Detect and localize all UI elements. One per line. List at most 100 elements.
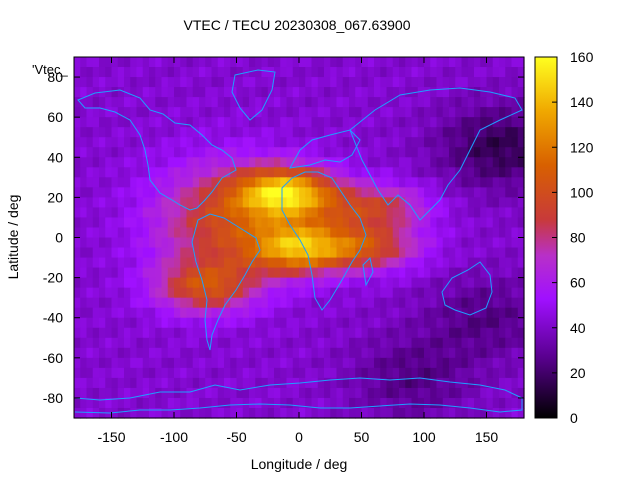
heatmap-cell xyxy=(517,287,525,299)
heatmap-cell xyxy=(99,377,106,389)
heatmap-cell xyxy=(499,397,506,409)
heatmap-cell xyxy=(399,317,406,329)
heatmap-cell xyxy=(199,407,206,419)
heatmap-cell xyxy=(211,67,219,78)
heatmap-cell xyxy=(367,157,375,168)
heatmap-cell xyxy=(80,117,88,128)
heatmap-cell xyxy=(499,87,506,98)
heatmap-cell xyxy=(355,257,363,269)
heatmap-cell xyxy=(411,247,419,259)
heatmap-cell xyxy=(330,377,338,389)
heatmap-cell xyxy=(299,87,306,98)
heatmap-cell xyxy=(80,177,88,188)
heatmap-cell xyxy=(217,97,225,108)
heatmap-cell xyxy=(74,287,81,299)
heatmap-cell xyxy=(330,137,338,148)
heatmap-cell xyxy=(499,97,506,108)
heatmap-cell xyxy=(236,297,244,309)
heatmap-cell xyxy=(180,127,188,138)
heatmap-cell xyxy=(480,387,488,399)
heatmap-cell xyxy=(480,227,488,239)
heatmap-cell xyxy=(511,187,519,198)
heatmap-cell xyxy=(86,397,94,409)
heatmap-cell xyxy=(274,297,281,309)
heatmap-cell xyxy=(499,377,506,389)
heatmap-cell xyxy=(399,117,406,128)
heatmap-cell xyxy=(311,287,319,299)
heatmap-cell xyxy=(274,217,281,229)
heatmap-cell xyxy=(455,347,463,359)
heatmap-cell xyxy=(399,277,406,289)
heatmap-cell xyxy=(136,357,144,369)
heatmap-cell xyxy=(430,397,438,409)
heatmap-cell xyxy=(149,187,156,198)
heatmap-cell xyxy=(180,117,188,128)
heatmap-cell xyxy=(361,157,369,168)
heatmap-cell xyxy=(167,207,175,219)
heatmap-cell xyxy=(267,77,275,88)
heatmap-cell xyxy=(199,287,206,299)
heatmap-cell xyxy=(311,267,319,279)
heatmap-cell xyxy=(361,287,369,299)
heatmap-cell xyxy=(492,237,500,249)
heatmap-cell xyxy=(211,407,219,419)
heatmap-cell xyxy=(505,277,513,289)
heatmap-cell xyxy=(230,257,238,269)
heatmap-cell xyxy=(417,207,425,219)
heatmap-cell xyxy=(342,337,350,349)
heatmap-cell xyxy=(486,277,494,289)
heatmap-cell xyxy=(474,137,481,148)
heatmap-cell xyxy=(242,207,250,219)
heatmap-cell xyxy=(374,307,381,319)
heatmap-cell xyxy=(455,327,463,339)
heatmap-cell xyxy=(405,107,413,118)
heatmap-cell xyxy=(411,67,419,78)
heatmap-cell xyxy=(305,297,313,309)
heatmap-cell xyxy=(117,377,125,389)
heatmap-cell xyxy=(461,267,469,279)
heatmap-cell xyxy=(186,187,194,198)
heatmap-cell xyxy=(455,337,463,349)
heatmap-cell xyxy=(174,407,181,419)
heatmap-cell xyxy=(130,267,138,279)
heatmap-cell xyxy=(361,397,369,409)
heatmap-cell xyxy=(255,227,263,239)
heatmap-cell xyxy=(436,177,444,188)
heatmap-cell xyxy=(342,247,350,259)
heatmap-cell xyxy=(180,177,188,188)
heatmap-cell xyxy=(205,407,213,419)
heatmap-cell xyxy=(461,197,469,209)
heatmap-cell xyxy=(424,187,431,198)
heatmap-cell xyxy=(236,257,244,269)
heatmap-cell xyxy=(242,167,250,178)
heatmap-cell xyxy=(99,117,106,128)
heatmap-cell xyxy=(324,387,331,399)
heatmap-cell xyxy=(305,127,313,138)
heatmap-cell xyxy=(436,277,444,289)
heatmap-cell xyxy=(486,307,494,319)
heatmap-cell xyxy=(180,307,188,319)
heatmap-cell xyxy=(99,137,106,148)
heatmap-cell xyxy=(74,347,81,359)
heatmap-cell xyxy=(267,167,275,178)
heatmap-cell xyxy=(311,307,319,319)
heatmap-cell xyxy=(467,317,475,329)
heatmap-cell xyxy=(405,117,413,128)
heatmap-cell xyxy=(467,107,475,118)
heatmap-cell xyxy=(374,357,381,369)
heatmap-cell xyxy=(74,337,81,349)
heatmap-cell xyxy=(155,237,163,249)
heatmap-cell xyxy=(311,127,319,138)
heatmap-cell xyxy=(330,227,338,239)
heatmap-cell xyxy=(124,227,131,239)
heatmap-cell xyxy=(311,247,319,259)
heatmap-cell xyxy=(286,357,294,369)
heatmap-cell xyxy=(99,247,106,259)
heatmap-cell xyxy=(199,137,206,148)
heatmap-cell xyxy=(330,247,338,259)
heatmap-cell xyxy=(380,357,388,369)
heatmap-cell xyxy=(386,77,394,88)
heatmap-cell xyxy=(111,257,119,269)
heatmap-cell xyxy=(105,97,113,108)
heatmap-cell xyxy=(130,317,138,329)
